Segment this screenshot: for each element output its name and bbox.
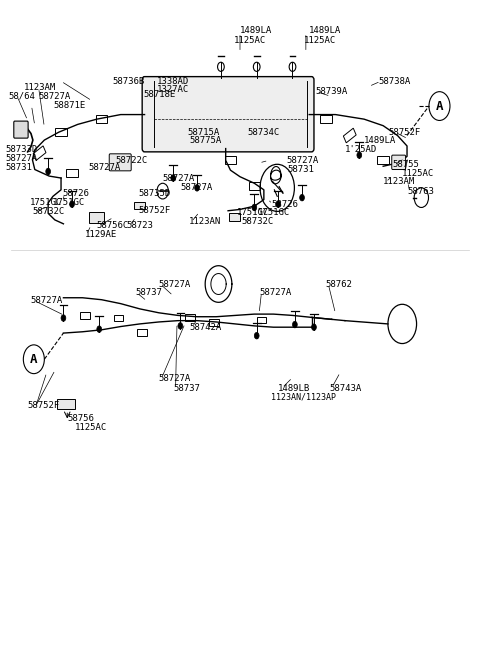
Text: 58723: 58723 <box>127 221 154 231</box>
Text: 58727A: 58727A <box>259 288 291 297</box>
Circle shape <box>312 324 316 330</box>
Text: 58734C: 58734C <box>247 127 279 137</box>
Text: 1751GC: 1751GC <box>53 198 85 207</box>
Text: 1'25AD: 1'25AD <box>345 145 377 154</box>
Text: 58735D: 58735D <box>139 189 171 198</box>
Text: 58752F: 58752F <box>139 206 171 215</box>
Text: 58756C: 58756C <box>97 221 129 231</box>
FancyBboxPatch shape <box>142 77 314 152</box>
FancyBboxPatch shape <box>109 154 131 171</box>
Text: 58733D: 58733D <box>5 145 37 154</box>
Text: 1489LA: 1489LA <box>240 26 272 35</box>
Text: 58739A: 58739A <box>315 87 348 96</box>
Text: 58731: 58731 <box>288 165 314 174</box>
Text: 1751GC: 1751GC <box>30 198 62 207</box>
Circle shape <box>195 185 199 191</box>
Text: 58752F: 58752F <box>28 401 60 409</box>
Text: 58743A: 58743A <box>330 384 362 392</box>
Text: 58718E: 58718E <box>144 90 176 99</box>
Text: 58726: 58726 <box>271 200 298 209</box>
Text: 58737: 58737 <box>135 288 162 297</box>
Text: 58727A: 58727A <box>38 92 71 101</box>
FancyBboxPatch shape <box>57 399 75 409</box>
Circle shape <box>252 204 257 211</box>
Text: 58727A: 58727A <box>30 296 62 305</box>
Text: 58715A: 58715A <box>188 127 220 137</box>
Text: 58763: 58763 <box>407 187 434 196</box>
Text: 1489LA: 1489LA <box>364 136 396 145</box>
Text: 1327AC: 1327AC <box>156 85 189 94</box>
Text: 1125AC: 1125AC <box>402 169 434 178</box>
Text: 58752F: 58752F <box>388 127 420 137</box>
Text: 58727A: 58727A <box>5 154 37 163</box>
Text: 1125AC: 1125AC <box>234 36 266 45</box>
Text: 58737: 58737 <box>173 384 200 392</box>
Text: 1123AM: 1123AM <box>24 83 57 92</box>
Text: 58742A: 58742A <box>190 323 222 332</box>
Text: 58727A: 58727A <box>158 279 190 288</box>
Text: 58731: 58731 <box>5 163 32 172</box>
Circle shape <box>292 321 297 328</box>
Text: 58722C: 58722C <box>115 156 147 165</box>
Circle shape <box>46 168 50 175</box>
Circle shape <box>61 315 66 321</box>
Text: 58755: 58755 <box>393 160 420 170</box>
Text: 58871E: 58871E <box>53 101 85 110</box>
Circle shape <box>300 194 304 201</box>
Text: 58727A: 58727A <box>159 374 191 384</box>
Text: 58762: 58762 <box>326 279 353 288</box>
Circle shape <box>171 175 176 181</box>
Text: 1751GC: 1751GC <box>237 208 269 217</box>
Text: 58727A: 58727A <box>163 173 195 183</box>
Circle shape <box>357 152 362 158</box>
Text: 1125AC: 1125AC <box>303 36 336 45</box>
Text: 58726: 58726 <box>62 189 89 198</box>
Text: 58756: 58756 <box>67 415 94 423</box>
Circle shape <box>178 323 183 329</box>
FancyBboxPatch shape <box>14 121 28 138</box>
Text: 58775A: 58775A <box>190 136 222 145</box>
FancyBboxPatch shape <box>229 213 240 221</box>
Text: 1489LA: 1489LA <box>309 26 341 35</box>
Text: 58727A: 58727A <box>287 156 319 165</box>
Circle shape <box>276 201 281 208</box>
Text: 1125AC: 1125AC <box>74 424 107 432</box>
Text: 1338AD: 1338AD <box>156 77 189 85</box>
Text: A: A <box>436 100 443 112</box>
Text: A: A <box>30 353 37 366</box>
Text: 58732C: 58732C <box>241 217 274 227</box>
Circle shape <box>97 326 102 332</box>
FancyBboxPatch shape <box>392 155 406 170</box>
Text: 1123AN/1123AP: 1123AN/1123AP <box>271 393 336 401</box>
Text: 1129AE: 1129AE <box>85 231 117 239</box>
Text: 58732C: 58732C <box>33 207 65 216</box>
Text: 58738A: 58738A <box>378 77 411 85</box>
FancyBboxPatch shape <box>133 202 145 210</box>
Circle shape <box>70 201 74 208</box>
Text: 58/64: 58/64 <box>9 92 36 101</box>
Text: 58727A: 58727A <box>88 163 120 172</box>
Text: 1751GC: 1751GC <box>258 208 290 217</box>
Text: 1123AN: 1123AN <box>189 217 221 227</box>
Text: 58727A: 58727A <box>180 183 213 192</box>
Text: 1123AM: 1123AM <box>383 177 415 187</box>
Circle shape <box>254 332 259 339</box>
Text: 58736B: 58736B <box>113 77 145 85</box>
FancyBboxPatch shape <box>89 212 105 223</box>
Text: 1489LB: 1489LB <box>278 384 311 392</box>
